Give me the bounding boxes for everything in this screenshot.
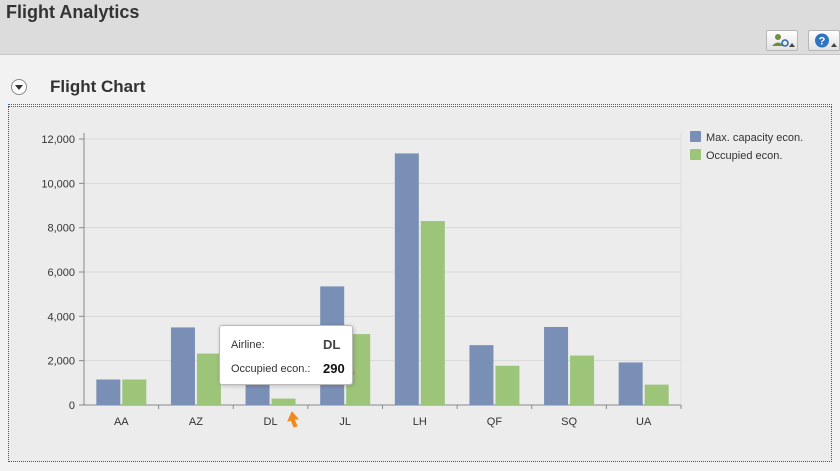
tooltip-occupied-value: 290 bbox=[323, 361, 345, 376]
legend-swatch bbox=[690, 131, 701, 142]
panel-header: Flight Chart bbox=[0, 55, 840, 105]
bar-max-capacity-qf bbox=[469, 345, 494, 405]
dropdown-caret-icon bbox=[789, 43, 795, 47]
bar-max-capacity-aa bbox=[96, 379, 121, 405]
bar-occupied-az bbox=[196, 353, 221, 405]
bar-max-capacity-az bbox=[170, 327, 195, 405]
tooltip-airline-label: Airline: bbox=[231, 339, 265, 351]
collapse-toggle-icon[interactable] bbox=[11, 79, 27, 95]
help-button[interactable]: ? bbox=[808, 30, 840, 51]
dropdown-caret-icon bbox=[831, 43, 837, 47]
chart-container: 0 2,000 4,000 6,000 8,000 10,000 12,000 AA AZ DL J… bbox=[8, 106, 832, 462]
legend-swatch bbox=[690, 149, 701, 160]
x-tick-label: AZ bbox=[189, 416, 203, 428]
tooltip-airline-value: DL bbox=[323, 337, 341, 352]
x-tick-label: AA bbox=[114, 416, 129, 428]
x-tick-label: QF bbox=[487, 416, 503, 428]
app-header: Flight Analytics ? bbox=[0, 0, 840, 55]
bar-occupied-dl bbox=[271, 398, 296, 405]
x-tick-label: LH bbox=[413, 416, 427, 428]
bar-occupied-qf bbox=[495, 365, 520, 405]
y-tick-label: 12,000 bbox=[41, 134, 75, 146]
help-icon: ? bbox=[815, 33, 829, 48]
bar-occupied-sq bbox=[570, 355, 595, 405]
y-tick-label: 2,000 bbox=[47, 356, 75, 368]
bar-max-capacity-ua bbox=[618, 362, 643, 405]
y-tick-label: 0 bbox=[69, 400, 75, 412]
bar-max-capacity-lh bbox=[394, 153, 419, 405]
y-tick-label: 4,000 bbox=[47, 311, 75, 323]
bar-max-capacity-sq bbox=[544, 326, 569, 405]
x-tick-label: UA bbox=[636, 416, 652, 428]
bar-occupied-ua bbox=[644, 384, 669, 405]
user-settings-icon bbox=[772, 34, 789, 47]
bar-chart: 0 2,000 4,000 6,000 8,000 10,000 12,000 AA AZ DL J… bbox=[41, 131, 803, 428]
user-settings-button[interactable] bbox=[766, 30, 798, 51]
x-tick-label: JL bbox=[339, 416, 351, 428]
y-tick-label: 6,000 bbox=[47, 267, 75, 279]
y-tick-label: 8,000 bbox=[47, 223, 75, 235]
tooltip-occupied-label: Occupied econ.: bbox=[231, 363, 311, 375]
bar-occupied-lh bbox=[420, 221, 445, 405]
bar-occupied-aa bbox=[122, 379, 147, 405]
svg-text:?: ? bbox=[819, 36, 826, 48]
y-tick-label: 10,000 bbox=[41, 178, 75, 190]
panel-divider bbox=[8, 104, 832, 105]
x-tick-label: DL bbox=[264, 416, 278, 428]
mouse-pointer-icon bbox=[287, 411, 300, 428]
legend-label: Occupied econ. bbox=[706, 150, 782, 162]
panel-title: Flight Chart bbox=[50, 77, 146, 96]
legend-label: Max. capacity econ. bbox=[706, 132, 803, 144]
x-tick-label: SQ bbox=[561, 416, 577, 428]
chart-tooltip: Airline: DL Occupied econ.: 290 bbox=[219, 325, 353, 385]
app-title: Flight Analytics bbox=[6, 2, 140, 22]
